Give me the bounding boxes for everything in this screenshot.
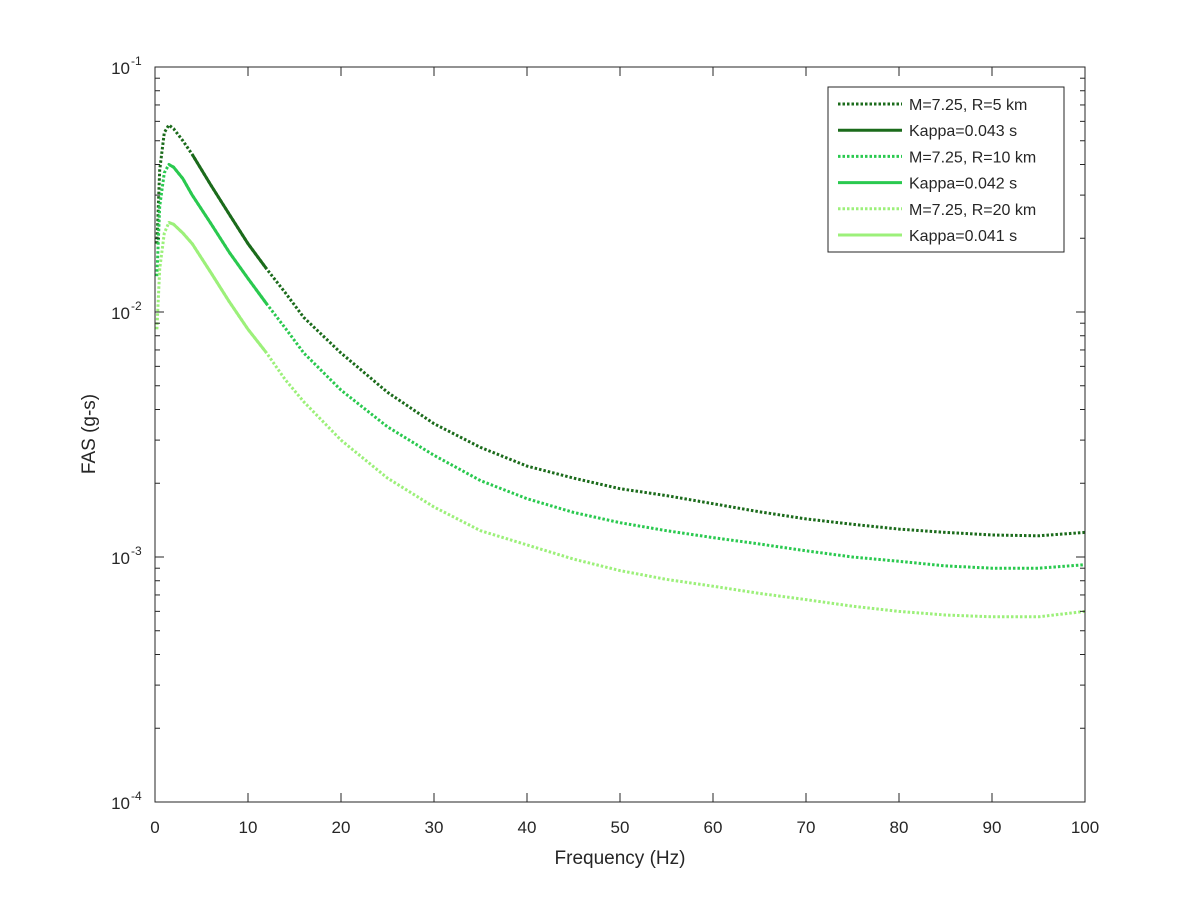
legend: M=7.25, R=5 km Kappa=0.043 s M=7.25, R=10 … (827, 86, 1065, 253)
y-tick-label: 10 -1 (111, 54, 142, 78)
series-layer (155, 123, 1086, 619)
y-tick-label-base: 10 (111, 304, 130, 323)
legend-label: M=7.25, R=20 km (909, 202, 1036, 219)
y-tick-label: 10 -2 (111, 299, 142, 323)
series-line-1 (155, 123, 1086, 538)
y-tick-label-base: 10 (111, 549, 130, 568)
legend-entries: M=7.25, R=5 km Kappa=0.043 s M=7.25, R=10 … (838, 97, 1036, 245)
y-tick-labels: 10-110-210-310-4 (111, 54, 142, 813)
legend-entry-1: M=7.25, R=5 km (838, 97, 1027, 114)
x-axis-label: Frequency (Hz) (555, 848, 686, 869)
legend-label: Kappa=0.042 s (909, 176, 1017, 193)
x-tick-label: 40 (518, 818, 537, 837)
legend-entry-3: M=7.25, R=10 km (838, 149, 1036, 166)
legend-entry-6: Kappa=0.041 s (838, 228, 1017, 245)
y-tick-label-exponent: -2 (131, 299, 142, 313)
series-line-4 (168, 163, 268, 305)
legend-entry-4: Kappa=0.042 s (838, 176, 1017, 193)
x-tick-label: 100 (1071, 818, 1099, 837)
x-tick-label: 0 (150, 818, 159, 837)
x-tick-label: 20 (332, 818, 351, 837)
x-tick-label: 30 (425, 818, 444, 837)
series-line-6 (168, 221, 268, 354)
series-line-2 (190, 153, 268, 270)
axes-box (154, 66, 1086, 803)
y-tick-label-exponent: -4 (131, 789, 142, 803)
y-tick-label-exponent: -1 (131, 54, 142, 68)
legend-label: M=7.25, R=5 km (909, 97, 1027, 114)
x-tick-label: 10 (239, 818, 258, 837)
x-tick-label: 50 (611, 818, 630, 837)
legend-entry-2: Kappa=0.043 s (838, 123, 1017, 140)
legend-box (827, 86, 1065, 253)
y-tick-label-base: 10 (111, 794, 130, 813)
legend-label: Kappa=0.041 s (909, 228, 1017, 245)
x-tick-label: 80 (890, 818, 909, 837)
y-axis-label: FAS (g-s) (79, 394, 100, 474)
x-tick-label: 70 (797, 818, 816, 837)
legend-entry-5: M=7.25, R=20 km (838, 202, 1036, 219)
y-tick-label-base: 10 (111, 59, 130, 78)
legend-label: M=7.25, R=10 km (909, 149, 1036, 166)
x-tick-label: 90 (983, 818, 1002, 837)
legend-label: Kappa=0.043 s (909, 123, 1017, 140)
x-tick-label: 60 (704, 818, 723, 837)
y-tick-label: 10 -4 (111, 789, 142, 813)
y-tick-label: 10 -3 (111, 544, 142, 568)
y-tick-label-exponent: -3 (131, 544, 142, 558)
x-tick-labels: 0 10 20 30 40 50 60 70 80 90 100 (150, 818, 1099, 837)
